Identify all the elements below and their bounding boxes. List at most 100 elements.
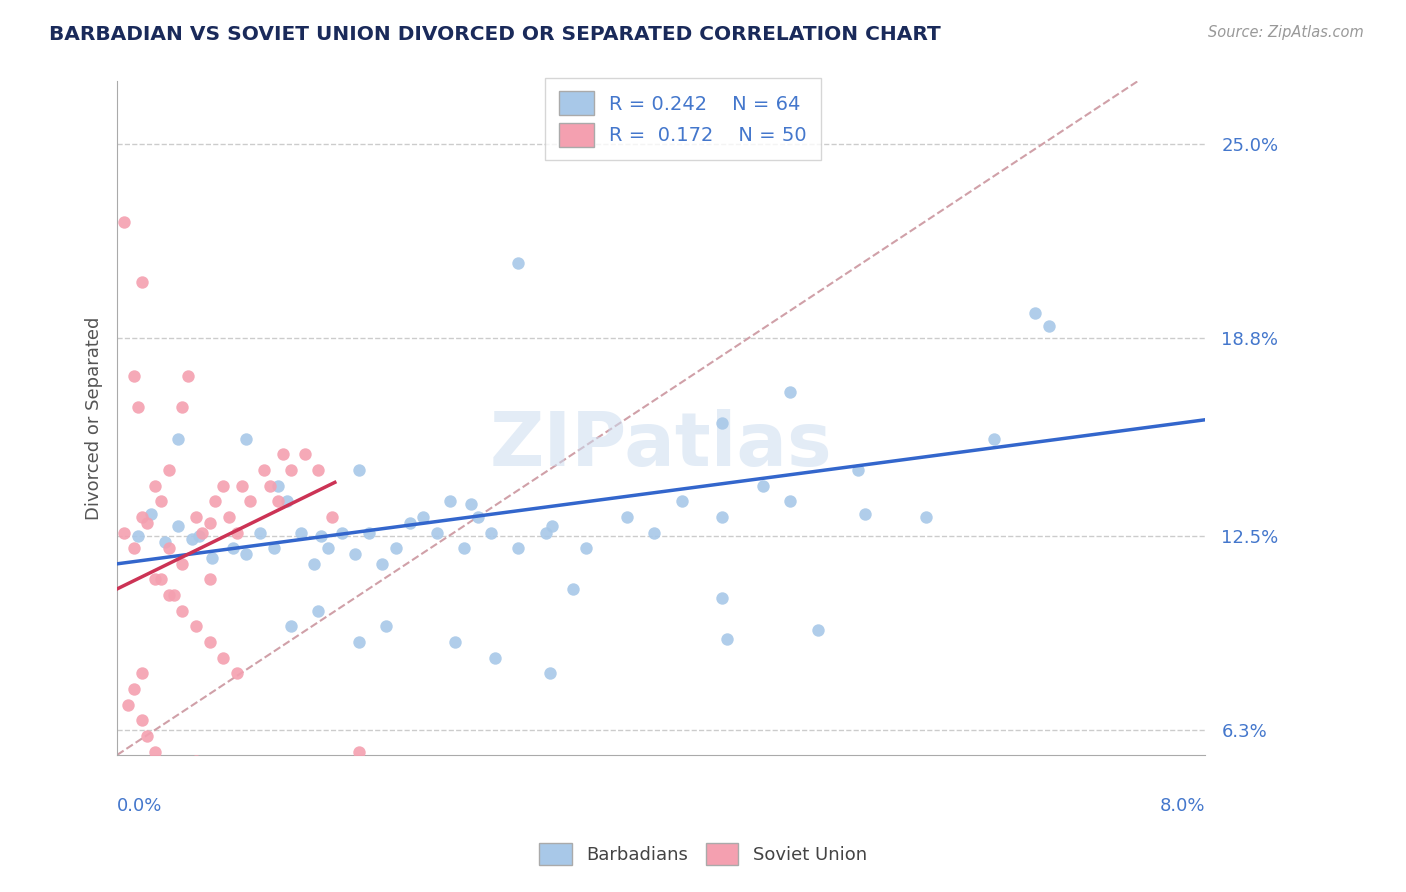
Point [271,447,294,461]
Point [122,368,145,383]
Point [508,256,530,270]
Point [249,525,271,540]
Point [239,494,262,508]
Point [143,478,166,492]
Point [643,525,665,540]
Point [112,215,135,229]
Point [398,516,420,530]
Point [253,463,276,477]
Point [163,588,186,602]
Point [671,494,693,508]
Point [235,432,257,446]
Point [1038,318,1060,333]
Point [330,525,353,540]
Point [198,573,221,587]
Point [983,432,1005,446]
Point [259,478,281,492]
Point [344,548,367,562]
Point [508,541,530,556]
Point [276,494,298,508]
Point [290,525,312,540]
Point [117,698,139,712]
Point [198,516,221,530]
Point [711,591,734,606]
Point [136,516,159,530]
Point [131,509,153,524]
Point [263,541,285,556]
Point [807,623,830,637]
Point [218,509,240,524]
Point [309,528,332,542]
Point [616,509,638,524]
Point [716,632,738,646]
Text: ZIPatlas: ZIPatlas [489,409,832,482]
Point [266,494,288,508]
Point [575,541,598,556]
Point [198,635,221,649]
Point [460,497,482,511]
Point [349,463,371,477]
Point [280,619,302,633]
Point [212,650,235,665]
Point [848,463,870,477]
Point [122,541,145,556]
Point [184,509,207,524]
Point [201,550,224,565]
Point [143,573,166,587]
Text: Source: ZipAtlas.com: Source: ZipAtlas.com [1208,25,1364,40]
Point [143,745,166,759]
Point [467,509,489,524]
Point [371,557,394,571]
Point [534,525,557,540]
Point [479,525,502,540]
Point [308,463,330,477]
Point [149,573,172,587]
Point [172,557,194,571]
Point [131,714,153,728]
Point [308,604,330,618]
Point [157,463,180,477]
Point [484,650,506,665]
Point [172,760,194,774]
Point [153,535,176,549]
Point [541,519,564,533]
Point [204,494,226,508]
Point [443,635,465,649]
Point [157,541,180,556]
Point [184,754,207,768]
Point [304,557,326,571]
Point [172,604,194,618]
Point [711,416,734,430]
Point [136,729,159,743]
Point [167,432,190,446]
Point [231,478,253,492]
Point [321,509,343,524]
Point [131,275,153,289]
Point [779,384,801,399]
Point [853,507,876,521]
Legend: R = 0.242    N = 64, R =  0.172    N = 50: R = 0.242 N = 64, R = 0.172 N = 50 [546,78,821,161]
Text: BARBADIAN VS SOVIET UNION DIVORCED OR SEPARATED CORRELATION CHART: BARBADIAN VS SOVIET UNION DIVORCED OR SE… [49,25,941,44]
Point [779,494,801,508]
Point [122,682,145,697]
Point [280,463,302,477]
Point [212,478,235,492]
Point [349,635,371,649]
Point [187,528,209,542]
Text: 8.0%: 8.0% [1160,797,1205,814]
Point [375,619,398,633]
Point [127,528,149,542]
Point [235,548,257,562]
Legend: Barbadians, Soviet Union: Barbadians, Soviet Union [530,834,876,874]
Point [181,532,204,546]
Point [752,478,775,492]
Point [1024,306,1046,320]
Point [561,582,583,596]
Point [184,619,207,633]
Point [294,447,316,461]
Point [266,478,288,492]
Point [316,541,339,556]
Point [141,507,163,521]
Point [131,666,153,681]
Point [453,541,475,556]
